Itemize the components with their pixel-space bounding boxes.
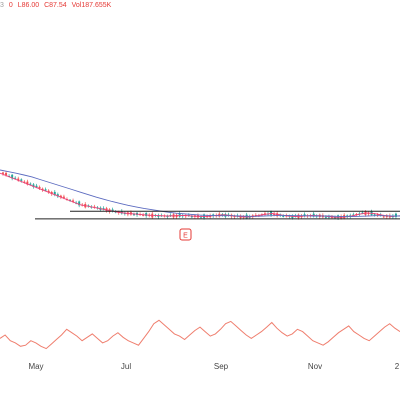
candle-body	[291, 215, 294, 219]
candle-body	[14, 177, 17, 179]
candle-body	[132, 214, 135, 216]
candle-body	[53, 191, 56, 196]
candle-body	[373, 214, 376, 216]
candle-body	[394, 213, 397, 217]
rsi-line	[0, 319, 400, 350]
candle-body	[254, 214, 257, 216]
candle-body	[190, 216, 193, 218]
candle-body	[78, 201, 81, 206]
candle-body	[5, 172, 8, 176]
candle-body	[324, 216, 327, 218]
rsi-layer	[0, 319, 400, 350]
candle-body	[56, 194, 59, 197]
candle-body	[111, 209, 114, 212]
x-tick-label: Jul	[121, 362, 131, 371]
candle-body	[142, 214, 145, 216]
legend-close: C87.54	[44, 2, 67, 9]
candle-body	[355, 214, 358, 216]
candle-body	[17, 178, 20, 181]
x-tick-label: 2	[395, 362, 400, 371]
x-axis: May Jul Sep Nov 2	[28, 362, 399, 371]
legend-volume: Vol187.655K	[71, 2, 112, 9]
candle-body	[50, 191, 53, 195]
moving-average-line-1	[0, 172, 400, 218]
candle-body	[233, 216, 236, 218]
candle-body	[62, 196, 65, 198]
candle-body	[2, 172, 4, 174]
legend-low: L86.00	[17, 2, 40, 9]
candle-body	[44, 189, 47, 191]
candle-body	[379, 214, 382, 216]
candle-body	[361, 212, 364, 214]
moving-average-line-2	[0, 169, 400, 218]
candle-body	[166, 216, 169, 218]
legend-open-suffix: 0	[8, 2, 13, 9]
earnings-marker[interactable]: E	[179, 228, 192, 241]
x-tick-label: Sep	[214, 362, 229, 371]
candle-body	[29, 183, 32, 185]
levels-layer	[35, 210, 400, 220]
candle-body	[376, 214, 379, 216]
earnings-marker-label: E	[183, 233, 188, 240]
candle-body	[200, 216, 202, 218]
candle-body	[26, 181, 29, 185]
candle-body	[273, 213, 276, 215]
candle-body	[346, 215, 349, 217]
candle-body	[282, 215, 285, 217]
x-tick-label: Nov	[308, 362, 322, 371]
candle-body	[23, 181, 26, 183]
candle-body	[38, 186, 41, 189]
candle-body	[334, 217, 337, 219]
candle-body	[120, 210, 123, 214]
x-tick-label: May	[28, 362, 43, 371]
candle-body	[352, 214, 355, 216]
candle-body	[35, 185, 38, 188]
candle-body	[145, 213, 148, 216]
ohlc-legend: 3 0 L86.00 C87.54 Vol187.655K	[0, 2, 114, 9]
candle-body	[47, 190, 50, 193]
legend-tail: 3	[0, 2, 4, 9]
candle-body	[382, 216, 385, 218]
candle-body	[41, 188, 44, 191]
moving-averages-layer	[0, 169, 400, 218]
candle-body	[367, 212, 370, 215]
candle-body	[11, 174, 14, 179]
candle-body	[72, 200, 75, 202]
candle-body	[59, 195, 62, 198]
candles-layer	[2, 171, 397, 220]
candle-body	[20, 179, 23, 181]
candle-body	[32, 184, 35, 187]
